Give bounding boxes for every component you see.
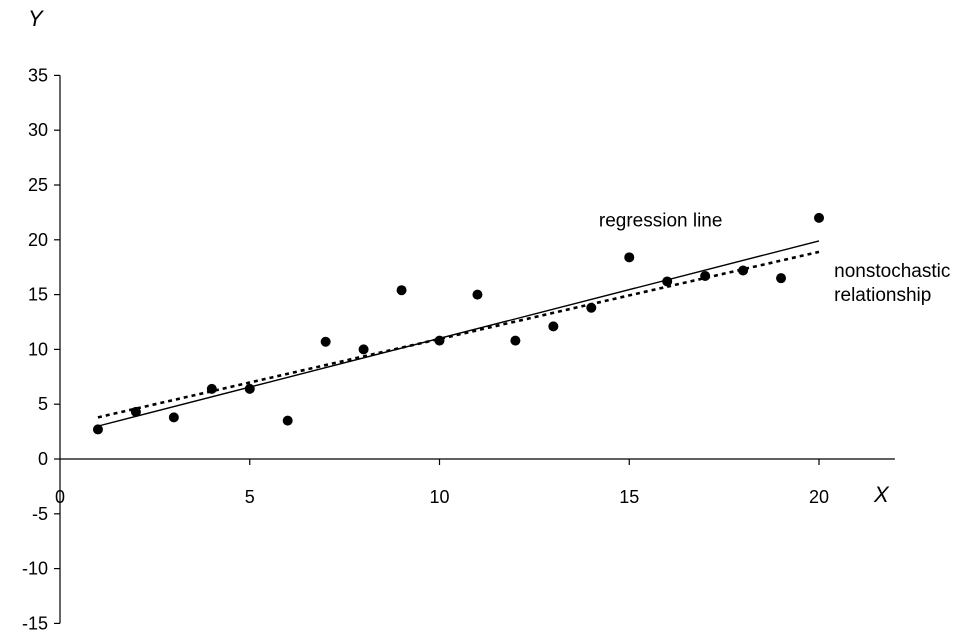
y-tick-label: -5 [32,504,48,524]
data-point [548,321,559,332]
data-point [700,270,711,281]
data-point [624,252,635,263]
data-point [92,424,103,435]
annotation-label: relationship [834,285,931,306]
fitted-lines [97,240,820,427]
data-point [206,383,217,394]
nonstochastic-relationship-line [97,250,820,419]
y-tick-label: 20 [28,230,48,250]
x-tick-label: 15 [619,487,639,507]
data-point [320,336,331,347]
data-points [92,212,824,435]
data-point [358,344,369,355]
data-point [282,415,293,426]
y-tick-label: -15 [22,613,48,633]
data-point [472,289,483,300]
y-tick-label: 0 [38,449,48,469]
data-point [244,383,255,394]
data-point [776,273,787,284]
y-tick-label: 35 [28,65,48,85]
data-point [510,335,521,346]
y-tick-label: 5 [38,394,48,414]
y-tick-label: 10 [28,339,48,359]
x-tick-label: 20 [809,487,829,507]
annotation-label: nonstochastic [834,261,950,282]
data-point [434,335,445,346]
x-tick-label: 5 [245,487,255,507]
annotation-label: regression line [599,211,723,232]
y-tick-label: 15 [28,285,48,305]
data-point [396,285,407,296]
y-tick-label: -10 [22,559,48,579]
x-tick-label: 0 [55,487,65,507]
y-tick-label: 25 [28,175,48,195]
data-point [662,276,673,287]
data-point [168,412,179,423]
y-tick-label: 30 [28,120,48,140]
x-tick-label: 10 [429,487,449,507]
data-point [130,406,141,417]
data-point [814,212,824,223]
chart-labels: Y X regression line nonstochastic relation… [28,6,950,507]
data-point [586,302,597,313]
axes: 35 30 25 20 15 10 5 0 -5 -10 -15 0 5 10 15 20 [22,65,895,633]
x-axis-title: X [873,482,890,507]
y-axis-title: Y [28,6,44,31]
data-point [738,265,749,276]
